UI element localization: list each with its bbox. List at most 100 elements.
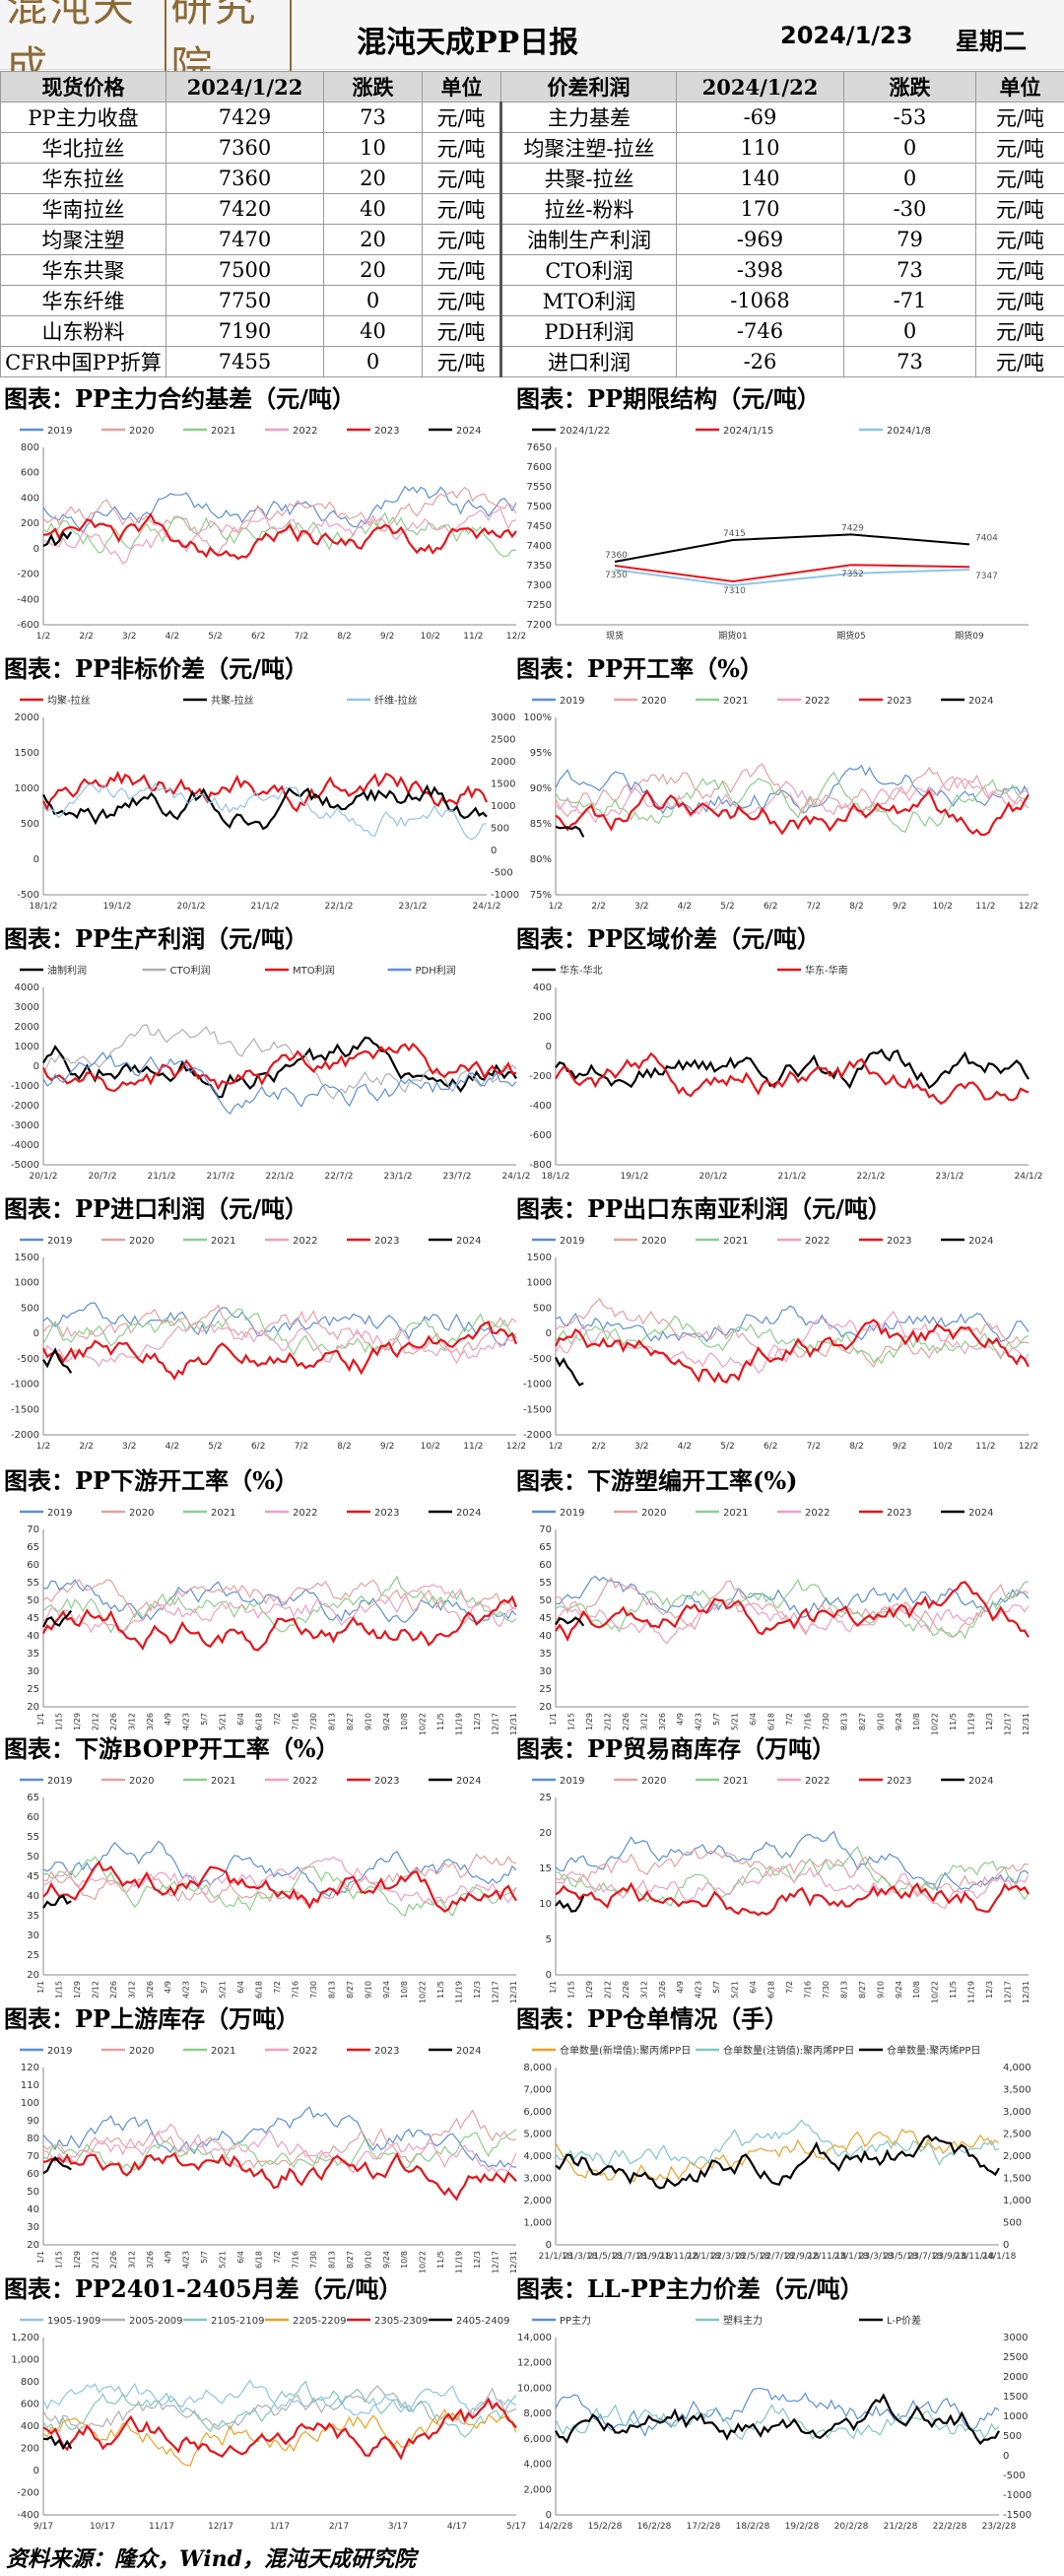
chart-title: 图表：PP出口东南亚利润（元/吨） (516, 1194, 892, 1223)
y-tick-label: -400 (17, 2510, 39, 2521)
legend-label: 2024 (968, 1776, 993, 1787)
table-cell: 170 (676, 193, 844, 225)
x-tick-label: 2/12 (603, 1981, 612, 1999)
y2-tick-label: -1000 (1003, 2490, 1031, 2501)
x-tick-label: 21/2/28 (884, 2522, 918, 2532)
series-line (42, 2385, 517, 2430)
y-tick-label: 8,000 (523, 2408, 552, 2419)
y-tick-label: 40 (539, 1631, 552, 1642)
x-tick-label: 4/2 (678, 1442, 692, 1452)
table-cell: 元/吨 (975, 315, 1064, 347)
x-tick-label: 21/1/2 (251, 902, 280, 912)
x-tick-label: 23/5/18 (884, 2252, 918, 2262)
x-tick-label: 1/15 (54, 1981, 63, 1999)
source-note: 资料来源：隆众，Wind，混沌天成研究院 (6, 2546, 417, 2572)
table-header-cell: 单位 (422, 71, 501, 102)
y-tick-label: 30 (539, 1666, 552, 1677)
x-tick-label: 7/2 (807, 902, 821, 912)
legend-label: 2021 (723, 696, 748, 707)
y-tick-label: -2000 (523, 1430, 552, 1441)
series-line (42, 1308, 517, 1357)
x-tick-label: 9/10 (364, 1713, 372, 1730)
series-line (42, 2123, 517, 2174)
y2-tick-label: -1000 (491, 890, 519, 901)
x-tick-label: 2/2 (591, 1442, 605, 1452)
x-tick-label: 12/2 (506, 632, 526, 642)
y2-tick-label: 500 (491, 824, 509, 835)
series-line (42, 2109, 517, 2169)
logo-text: 混沌天成 (6, 0, 137, 91)
y2-tick-label: 0 (1003, 2240, 1009, 2251)
series-line (42, 1347, 73, 1374)
y-tick-label: 0 (33, 1061, 39, 1072)
x-tick-label: 4/2 (678, 902, 692, 912)
table-cell: 元/吨 (422, 193, 501, 225)
series-line (42, 1304, 517, 1358)
y2-tick-label: 3,500 (1003, 2085, 1031, 2096)
y-tick-label: 200 (533, 1012, 552, 1023)
legend-label: 2020 (129, 1508, 154, 1519)
data-label: 7352 (841, 570, 864, 579)
x-tick-label: 1/29 (585, 1713, 594, 1730)
chart-svg: 2019 2020 2021 2022 2023 2024 25 20 15 10 5 01/1 1/1… (532, 1776, 1031, 2003)
y-tick-label: 1500 (15, 748, 39, 759)
x-tick-label: 5/7 (200, 1713, 209, 1726)
y-tick-label: 6,000 (523, 2107, 552, 2118)
chart-area: 2019 2020 2021 2022 2023 2024 120 110 100 90 80 70 6… (0, 2038, 530, 2274)
x-tick-label: 9/10 (876, 1713, 885, 1730)
x-tick-label: 4/9 (676, 1981, 685, 1994)
x-tick-label: 7/2 (273, 2251, 282, 2264)
y-tick-label: 200 (21, 518, 39, 529)
x-tick-label: 21/3/18 (564, 2252, 598, 2262)
y-tick-label: 65 (27, 1542, 39, 1553)
x-tick-label: 11/17 (149, 2522, 174, 2532)
x-tick-label: 6/2 (764, 902, 777, 912)
x-tick-label: 3/26 (658, 1981, 667, 1999)
y-tick-label: -200 (17, 2488, 39, 2499)
x-tick-label: 15/2/28 (588, 2522, 623, 2532)
y-tick-label: 20 (27, 1970, 39, 1981)
y2-tick-label: 1000 (491, 801, 515, 812)
x-tick-label: 21/9/18 (637, 2252, 672, 2262)
chart-area: PP主力 塑料主力 L-P价差 14,000 12,000 10,000 8,000 6,00… (512, 2308, 1042, 2544)
x-tick-label: 4/9 (164, 2251, 172, 2264)
x-tick-label: 7/2 (785, 1981, 794, 1994)
x-tick-label: 2/26 (109, 1981, 118, 1999)
y-tick-label: -500 (17, 890, 39, 901)
table-cell: 元/吨 (422, 224, 501, 255)
table-cell: 元/吨 (422, 285, 501, 316)
x-tick-label: 22/2/28 (933, 2522, 967, 2532)
x-tick-label: 6/4 (749, 1981, 758, 1994)
series-line (42, 1042, 517, 1093)
legend-label: 2021 (723, 1776, 748, 1787)
x-tick-label: 1/15 (566, 1713, 575, 1730)
y-tick-label: 35 (27, 1649, 39, 1660)
series-line (42, 1594, 518, 1652)
x-tick-label: 24/1/2 (473, 902, 501, 912)
chart-title: 图表：PP期限结构（元/吨） (516, 384, 821, 413)
x-tick-label: 12/3 (473, 1981, 482, 1999)
chart-panel: 图表：下游BOPP开工率（%） 2019 2020 2021 2022 2023 2024 6… (0, 1732, 530, 2004)
table-cell: PDH利润 (499, 315, 677, 347)
y-tick-label: -1500 (523, 1404, 552, 1415)
legend-label: 2024 (456, 1236, 481, 1247)
legend-label: 2020 (129, 2046, 154, 2057)
x-tick-label: 12/2 (1019, 902, 1038, 912)
x-tick-label: 4/23 (695, 1981, 703, 1999)
y-tick-label: 25 (539, 1793, 552, 1803)
x-tick-label: 7/16 (291, 1981, 299, 1999)
legend-label: 2024/1/15 (723, 426, 773, 437)
legend-label: 2024/1/22 (560, 426, 610, 437)
y-tick-label: 7200 (527, 620, 552, 631)
y-tick-label: 500 (533, 1303, 552, 1314)
legend-label: 2019 (47, 426, 72, 437)
legend-label: 2022 (805, 696, 830, 707)
x-tick-label: 7/2 (295, 632, 308, 642)
y-tick-label: 7400 (527, 541, 552, 552)
x-tick-label: 24/1/2 (1015, 1172, 1042, 1182)
x-tick-label: 7/30 (822, 1981, 831, 1999)
y-tick-label: 4000 (15, 983, 39, 993)
table-cell: 均聚注塑 (0, 224, 166, 255)
y-tick-label: -1500 (11, 1404, 39, 1415)
x-tick-label: 11/2 (463, 1442, 483, 1452)
